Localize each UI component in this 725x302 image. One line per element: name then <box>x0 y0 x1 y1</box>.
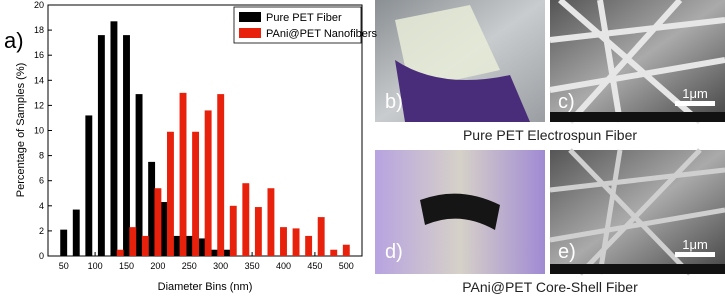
panel-label: c) <box>558 91 575 113</box>
chart: a) Diameter Bins (nm) Percentage of Samp… <box>4 0 378 293</box>
bar <box>129 227 137 256</box>
bar <box>167 131 174 256</box>
panel-label: d) <box>385 241 403 263</box>
scale-bar <box>675 252 715 257</box>
bar <box>254 207 262 256</box>
y-tick-label: 0 <box>39 251 44 261</box>
black-film <box>420 193 500 230</box>
bar <box>185 235 193 256</box>
bar <box>342 244 350 256</box>
bar <box>317 217 325 256</box>
scale-label: 1μm <box>682 237 708 252</box>
y-tick-label: 14 <box>34 75 44 85</box>
bar <box>292 228 300 256</box>
bar <box>192 131 200 256</box>
sem-bar <box>550 112 725 122</box>
y-axis-label: Percentage of Samples (%) <box>15 63 27 198</box>
bar <box>217 94 225 256</box>
bar <box>110 21 118 256</box>
bar <box>123 35 130 257</box>
y-tick-label: 6 <box>39 176 44 186</box>
y-tick-label: 16 <box>34 50 44 60</box>
panel-label: b) <box>385 91 403 113</box>
legend-label: Pure PET Fiber <box>266 12 342 24</box>
bar <box>179 92 187 256</box>
scale-bar <box>675 101 715 106</box>
bar <box>72 209 80 256</box>
bar <box>198 238 206 256</box>
bar <box>97 35 105 257</box>
x-tick-label: 50 <box>59 261 69 271</box>
bar <box>229 205 237 256</box>
y-tick-label: 2 <box>39 226 44 236</box>
bar <box>154 188 162 256</box>
bar <box>160 202 168 256</box>
glove <box>395 60 530 122</box>
y-tick-label: 10 <box>34 126 44 136</box>
x-tick-label: 450 <box>307 261 322 271</box>
x-tick-label: 100 <box>88 261 103 271</box>
x-tick-label: 400 <box>276 261 291 271</box>
x-tick-label: 300 <box>213 261 228 271</box>
bar <box>330 249 338 256</box>
bar <box>141 235 149 256</box>
fibers <box>549 0 725 125</box>
y-tick-label: 12 <box>34 100 44 110</box>
y-tick-label: 4 <box>39 201 44 211</box>
x-tick-label: 250 <box>182 261 197 271</box>
panel-label: e) <box>558 241 576 263</box>
caption: PAni@PET Core-Shell Fiber <box>462 279 638 295</box>
bar <box>116 249 124 256</box>
bar <box>148 161 156 256</box>
film <box>395 5 500 90</box>
y-tick-label: 20 <box>34 0 44 10</box>
bar <box>173 235 181 256</box>
x-axis-label: Diameter Bins (nm) <box>158 281 253 293</box>
bar <box>280 227 287 256</box>
x-tick-label: 200 <box>150 261 165 271</box>
bar <box>223 249 231 256</box>
scale-label: 1μm <box>682 86 708 101</box>
legend-swatch <box>239 28 261 38</box>
y-tick-label: 8 <box>39 151 44 161</box>
caption: Pure PET Electrospun Fiber <box>463 127 637 143</box>
x-tick-label: 350 <box>245 261 260 271</box>
photo-panels <box>375 0 725 276</box>
legend-label: PAni@PET Nanofibers <box>266 28 378 40</box>
bar <box>60 229 68 256</box>
panel-label: a) <box>4 28 24 53</box>
x-tick-label: 150 <box>119 261 134 271</box>
bar <box>204 110 212 256</box>
fibers <box>549 148 725 276</box>
legend-swatch <box>239 12 261 22</box>
bar <box>210 249 218 256</box>
x-tick-label: 500 <box>339 261 354 271</box>
bar <box>305 235 313 256</box>
bar <box>85 115 93 256</box>
bar <box>135 94 143 256</box>
bar <box>267 188 275 256</box>
sem-bar <box>550 264 725 274</box>
y-tick-label: 18 <box>34 25 44 35</box>
bar <box>242 183 250 256</box>
